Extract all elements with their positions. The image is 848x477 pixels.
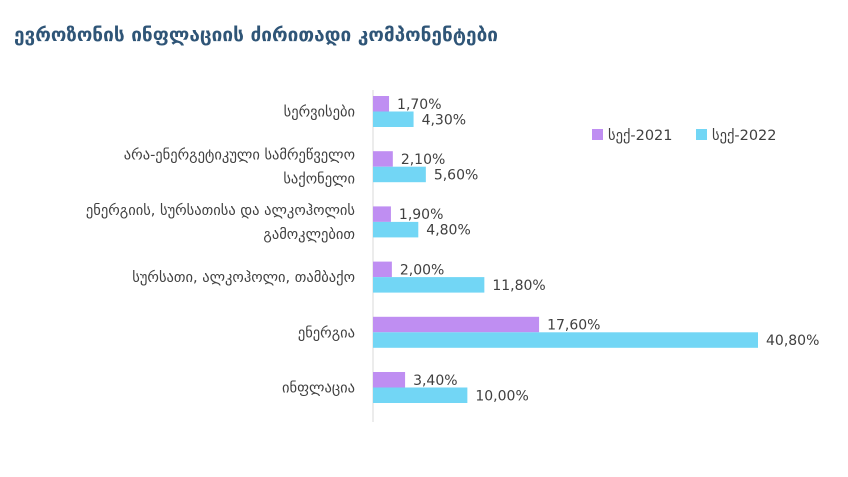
data-label: 11,80% — [492, 278, 545, 294]
data-label: 10,00% — [475, 388, 528, 404]
category-label: ენერგიის, სურსათისა და ალკოჰოლის გამოკლებ… — [86, 202, 355, 243]
data-label: 4,30% — [422, 112, 466, 128]
bar-sep-2021 — [373, 372, 406, 388]
data-label: 40,80% — [766, 333, 819, 349]
data-label: 17,60% — [547, 318, 600, 334]
legend-swatch — [592, 129, 603, 140]
bar-sep-2021 — [373, 151, 393, 167]
category-label: არა-ენერგეტიკული სამრეწველო საქონელი — [124, 147, 355, 188]
bar-sep-2022 — [373, 221, 419, 238]
data-label: 1,70% — [397, 97, 441, 113]
data-label: 1,90% — [399, 207, 443, 223]
category-label: ინფლაცია — [282, 381, 355, 397]
chart-title: ევროზონის ინფლაციის ძირითადი კომპონენტებ… — [14, 24, 498, 46]
category-label: სერვისები — [284, 104, 355, 121]
bar-sep-2022 — [373, 277, 485, 293]
legend-label: სექ-2022 — [712, 128, 777, 144]
data-label: 2,10% — [401, 152, 445, 168]
legend-label: სექ-2021 — [608, 128, 673, 144]
category-label: სურსათი, ალკოჰოლი, თამბაქო — [132, 269, 355, 286]
bar-sep-2021 — [373, 206, 391, 222]
legend-swatch — [696, 129, 707, 140]
category-label: ენერგია — [298, 324, 355, 341]
bar-sep-2022 — [373, 111, 414, 127]
data-label: 3,40% — [413, 373, 457, 389]
bar-sep-2022 — [373, 332, 758, 348]
bar-sep-2021 — [373, 316, 540, 333]
bar-sep-2021 — [373, 96, 390, 112]
data-label: 2,00% — [400, 262, 444, 278]
bar-sep-2021 — [373, 261, 392, 278]
bar-sep-2022 — [373, 166, 426, 183]
bar-sep-2022 — [373, 387, 468, 403]
data-label: 4,80% — [426, 223, 470, 239]
data-label: 5,60% — [434, 167, 478, 183]
